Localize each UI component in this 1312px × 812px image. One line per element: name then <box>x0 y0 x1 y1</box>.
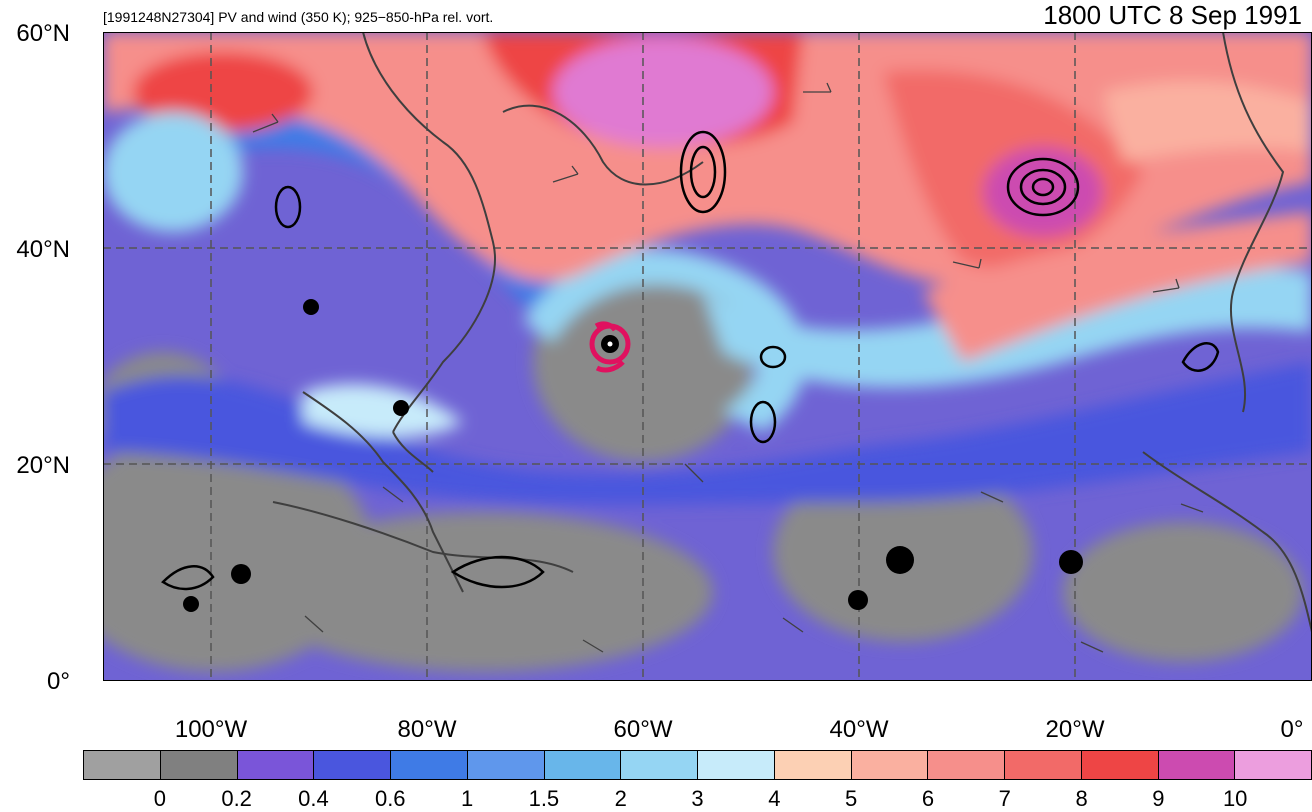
colorbar-tick-label: 8 <box>1075 786 1088 811</box>
colorbar-tick-label: 0 <box>153 786 166 811</box>
colorbar-box <box>621 751 698 779</box>
case-title: [1991248N27304] PV and wind (350 K); 925… <box>103 9 494 25</box>
colorbar-tick-label: 4 <box>768 786 781 811</box>
colorbar-tick-label: 3 <box>691 786 704 811</box>
vorticity-contours <box>161 130 1220 591</box>
lat-label-60n: 60°N <box>16 20 70 47</box>
vorticity-maxima <box>183 299 1083 612</box>
colorbar-tick-label: 9 <box>1152 786 1165 811</box>
colorbar-box <box>1235 751 1311 779</box>
colorbar-box <box>467 751 545 779</box>
colorbar-tick-label: 1.5 <box>528 786 560 811</box>
colorbar-box <box>698 751 775 779</box>
colorbar-tick-label: 6 <box>921 786 935 811</box>
lon-label-20w: 20°W <box>1045 716 1105 743</box>
valid-time: 1800 UTC 8 Sep 1991 <box>1043 0 1302 30</box>
map-panel[interactable] <box>103 32 1312 681</box>
colorbar-box <box>160 751 238 779</box>
colorbar-tick-label: 0.2 <box>221 786 252 811</box>
colorbar-box <box>1005 751 1082 779</box>
colorbar-tick-label: 0.6 <box>374 786 406 811</box>
colorbar-box <box>544 751 622 779</box>
lon-label-40w: 40°W <box>829 716 889 743</box>
colorbar-box <box>84 751 161 779</box>
colorbar-box <box>391 751 468 779</box>
coastlines <box>272 32 1312 633</box>
colorbar-tick-label: 5 <box>845 786 858 811</box>
colorbar-box <box>314 751 391 779</box>
colorbar-box <box>1158 751 1236 779</box>
lon-label-0: 0° <box>1280 716 1304 743</box>
colorbar-tick-label: 0.4 <box>298 786 329 811</box>
colorbar-box <box>928 751 1005 779</box>
colorbar-tick-label: 7 <box>998 786 1011 811</box>
colorbar-tick-label: 2 <box>614 786 627 811</box>
lat-label-20n: 20°N <box>16 452 70 479</box>
colorbar-box <box>774 751 852 779</box>
lon-label-80w: 80°W <box>397 716 457 743</box>
lon-label-60w: 60°W <box>613 716 673 743</box>
colorbar-box <box>237 751 315 779</box>
colorbar-tick-label: 1 <box>460 786 474 811</box>
lon-label-100w: 100°W <box>174 716 248 743</box>
colorbar <box>83 750 1312 780</box>
wind-barbs <box>252 82 1204 653</box>
colorbar-box <box>1081 751 1159 779</box>
lat-label-40n: 40°N <box>16 236 70 263</box>
colorbar-box <box>851 751 929 779</box>
colorbar-tick-label: 10 <box>1222 786 1248 811</box>
lat-label-0: 0° <box>47 668 70 695</box>
map-canvas <box>103 32 1312 681</box>
storm-marker[interactable] <box>589 321 631 373</box>
